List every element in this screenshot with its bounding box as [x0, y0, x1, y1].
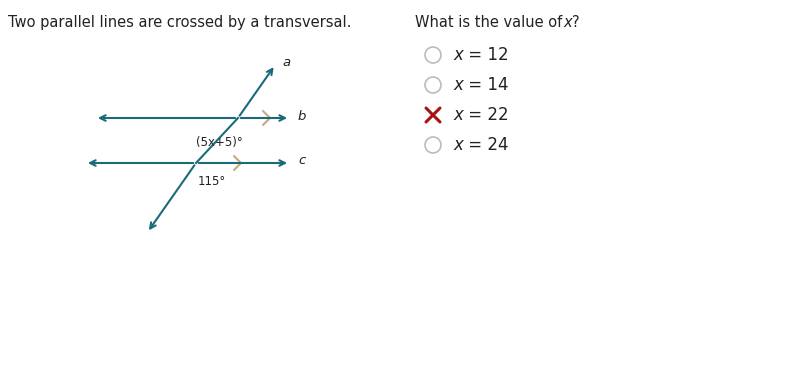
Text: 115°: 115°	[198, 175, 226, 188]
Text: = 22: = 22	[463, 106, 509, 124]
Text: c: c	[298, 155, 306, 168]
Text: = 24: = 24	[463, 136, 509, 154]
Text: x: x	[453, 46, 463, 64]
Text: x: x	[453, 106, 463, 124]
Text: b: b	[298, 110, 306, 122]
Text: (5x+5)°: (5x+5)°	[196, 136, 242, 149]
Text: = 12: = 12	[463, 46, 509, 64]
Text: Two parallel lines are crossed by a transversal.: Two parallel lines are crossed by a tran…	[8, 15, 351, 30]
Text: What is the value of: What is the value of	[415, 15, 567, 30]
Text: x: x	[453, 136, 463, 154]
Text: x: x	[453, 76, 463, 94]
Text: a: a	[282, 56, 290, 69]
Text: x: x	[563, 15, 572, 30]
Text: ?: ?	[572, 15, 580, 30]
Text: = 14: = 14	[463, 76, 509, 94]
